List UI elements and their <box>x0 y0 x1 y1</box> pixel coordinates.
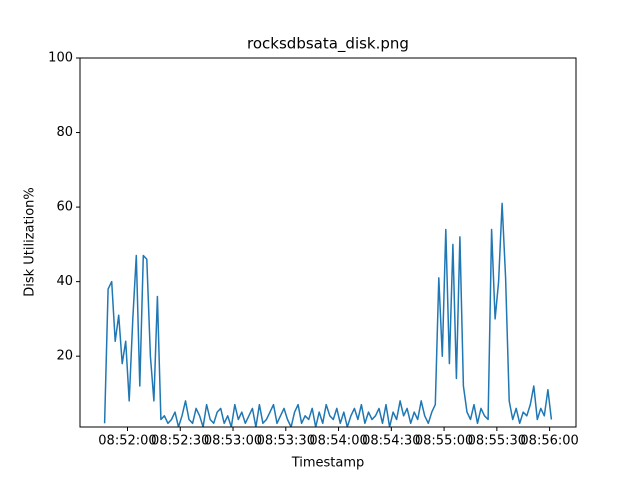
x-tick-label: 08:54:00 <box>309 434 367 449</box>
x-tick-label: 08:55:30 <box>468 434 526 449</box>
axes-frame <box>79 57 577 428</box>
x-tick-label: 08:52:00 <box>98 434 156 449</box>
plot-area <box>103 202 553 427</box>
x-tick-label: 08:55:00 <box>415 434 473 449</box>
x-tick-label: 08:53:30 <box>257 434 315 449</box>
x-tick-label: 08:53:00 <box>204 434 262 449</box>
x-axis-label: Timestamp <box>291 456 365 471</box>
x-tick-label: 08:56:00 <box>520 434 578 449</box>
y-tick-label: 80 <box>56 125 73 140</box>
x-tick-label: 08:52:30 <box>151 434 209 449</box>
y-tick-label: 60 <box>56 200 73 215</box>
x-tick-label: 08:54:30 <box>362 434 420 449</box>
chart-title: rocksdbsata_disk.png <box>247 35 409 54</box>
y-axis-label: Disk Utilization% <box>23 187 38 297</box>
y-tick-label: 100 <box>48 51 73 66</box>
y-tick-label: 40 <box>56 274 73 289</box>
y-tick-label: 20 <box>56 349 73 364</box>
data-line <box>103 202 553 427</box>
